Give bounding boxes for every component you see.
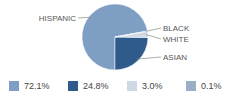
legend-swatch	[127, 81, 137, 91]
slice	[82, 4, 147, 70]
legend-label: 3.0%	[142, 81, 163, 91]
slice-label: BLACK	[163, 24, 190, 33]
legend-label: 24.8%	[83, 81, 109, 91]
leader-line	[146, 34, 161, 39]
legend: 72.1% 24.8% 3.0% 0.1%	[9, 81, 222, 91]
legend-label: 72.1%	[24, 81, 50, 91]
slice-label: WHITE	[163, 35, 189, 44]
legend-label: 0.1%	[201, 81, 222, 91]
slice-label: ASIAN	[163, 53, 187, 62]
leader-line	[137, 57, 161, 59]
leader-line	[78, 17, 91, 19]
slice-labels: HISPANIC ASIAN WHITE BLACK	[39, 14, 190, 62]
chart: HISPANIC ASIAN WHITE BLACK 72.1% 24.8% 3.0% 0.1…	[0, 0, 240, 100]
slice	[115, 31, 147, 37]
pie	[82, 4, 148, 70]
legend-swatch	[9, 81, 19, 91]
leader-line	[146, 28, 161, 31]
slice-label: HISPANIC	[39, 14, 76, 23]
slice	[115, 37, 148, 70]
slice	[115, 31, 148, 37]
legend-swatch	[68, 81, 78, 91]
legend-swatch	[186, 81, 196, 91]
